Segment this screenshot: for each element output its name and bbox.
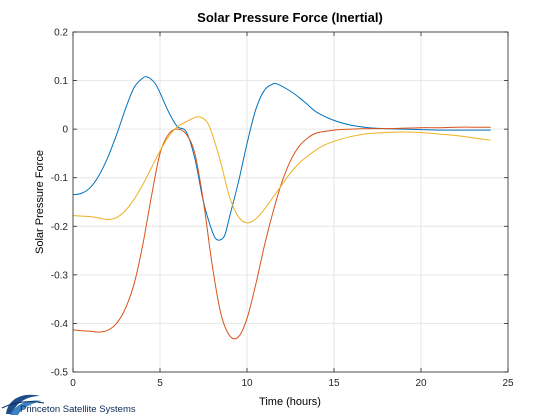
series-line-3 — [72, 116, 491, 224]
axes-box — [72, 31, 509, 373]
y-tick-labels: -0.5 -0.4 -0.3 -0.2 -0.1 0 0.1 0.2 — [51, 28, 69, 379]
series-line-2 — [72, 126, 491, 340]
y-tick-label: -0.3 — [51, 270, 69, 281]
x-axis-label: Time (hours) — [259, 396, 321, 408]
x-tick-label: 0 — [70, 378, 76, 389]
brand-name: Princeton Satellite Systems — [20, 404, 136, 415]
tick-marks — [72, 31, 509, 373]
x-tick-label: 5 — [157, 378, 163, 389]
psi-swoosh-logo-icon — [1, 394, 45, 415]
chart-title: Solar Pressure Force (Inertial) — [197, 10, 383, 25]
y-axis-label: Solar Pressure Force — [34, 150, 46, 254]
y-tick-label: -0.4 — [51, 319, 69, 330]
brand-logo: Princeton Satellite Systems — [1, 394, 136, 415]
x-tick-label: 15 — [328, 378, 340, 389]
y-tick-label: -0.2 — [51, 222, 69, 233]
y-tick-label: -0.1 — [51, 173, 69, 184]
y-tick-label: 0 — [62, 125, 68, 136]
x-tick-labels: 0 5 10 15 20 25 — [70, 378, 514, 389]
y-tick-label: 0.2 — [54, 28, 68, 39]
series-layer — [72, 76, 491, 340]
grid-lines — [72, 31, 509, 373]
x-tick-label: 20 — [415, 378, 427, 389]
y-tick-label: -0.5 — [51, 368, 69, 379]
series-line-1 — [72, 76, 491, 241]
x-tick-label: 10 — [241, 378, 253, 389]
y-tick-label: 0.1 — [54, 76, 68, 87]
x-tick-label: 25 — [502, 378, 514, 389]
